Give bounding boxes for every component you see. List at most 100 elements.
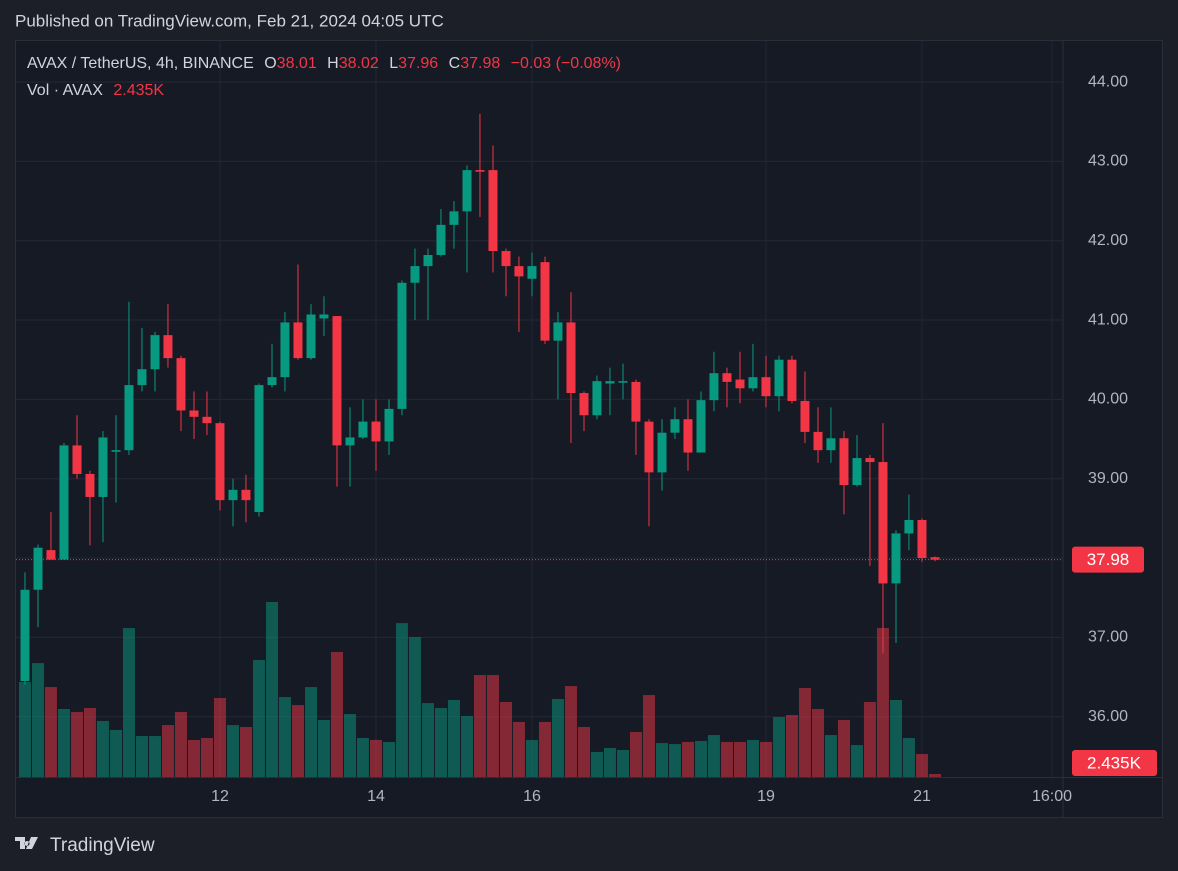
candle-body — [748, 377, 758, 389]
ohlc-prefix: L — [389, 55, 398, 72]
candle-body — [761, 377, 771, 397]
volume-bar — [785, 715, 798, 777]
volume-bar — [383, 741, 396, 777]
volume-bar — [174, 711, 187, 777]
candle-body — [98, 437, 108, 497]
candle-body — [384, 408, 394, 442]
candle-body — [345, 437, 355, 446]
candle-body — [423, 254, 433, 267]
volume-bar — [422, 703, 435, 777]
volume-bar — [395, 623, 408, 777]
candle-body — [878, 462, 888, 584]
volume-bar — [369, 739, 382, 777]
volume-bar — [707, 735, 720, 777]
candle-body — [566, 322, 576, 394]
volume-bar — [812, 708, 825, 777]
volume-bar — [578, 727, 591, 777]
candle-body — [267, 377, 277, 386]
volume-bar — [929, 773, 942, 777]
volume-bar — [213, 698, 226, 777]
volume-bar — [798, 688, 811, 777]
candle-body — [436, 224, 446, 255]
candle-body — [462, 170, 472, 212]
volume-bar — [824, 735, 837, 777]
candle-body — [514, 266, 524, 277]
candle-body — [813, 431, 823, 451]
candle-body — [410, 266, 420, 283]
volume-bar — [590, 751, 603, 777]
candle-body — [475, 170, 485, 172]
volume-bar — [44, 687, 57, 777]
candle-body — [163, 335, 173, 359]
volume-badge — [1072, 750, 1157, 776]
volume-bar — [851, 745, 864, 777]
volume-bar — [915, 754, 928, 777]
x-tick-label: 14 — [367, 788, 385, 805]
y-tick-label: 44.00 — [1088, 73, 1128, 90]
candle-body — [20, 589, 30, 682]
volume-bar — [863, 701, 876, 777]
volume-bar — [447, 699, 460, 777]
volume-bar — [539, 721, 552, 777]
candle-body — [33, 547, 43, 590]
candle-body — [137, 369, 147, 386]
candle-body — [332, 316, 342, 446]
x-tick-label: 21 — [913, 788, 931, 805]
candle-body — [917, 519, 927, 559]
volume-bar — [837, 719, 850, 777]
x-tick-label: 19 — [757, 788, 775, 805]
volume-bar — [434, 708, 447, 777]
candle-body — [930, 557, 940, 560]
symbol: AVAX / TetherUS, 4h, BINANCE — [27, 55, 254, 72]
volume-bar — [408, 637, 421, 777]
volume-bar — [486, 675, 499, 777]
volume-bar — [32, 663, 45, 777]
candle-body — [787, 359, 797, 401]
volume-bar — [18, 681, 31, 777]
volume-bar — [291, 705, 304, 777]
candle-body — [202, 416, 212, 424]
x-tick-label: 16:00 — [1032, 788, 1072, 805]
volume-bar — [188, 739, 201, 777]
candle-body — [527, 266, 537, 279]
candle-body — [696, 400, 706, 453]
candle-body — [826, 438, 836, 451]
y-tick-label: 39.00 — [1088, 470, 1128, 487]
volume-bar — [344, 714, 357, 777]
candle-body — [891, 533, 901, 584]
ohlc-prefix: O — [264, 55, 276, 72]
volume-bar — [278, 697, 291, 777]
volume-bar — [239, 727, 252, 777]
volume-bar — [96, 720, 109, 777]
candle-body — [293, 322, 303, 359]
volume-bar — [734, 741, 747, 777]
candle-body — [176, 358, 186, 411]
volume-bar — [135, 736, 148, 777]
volume-title: Vol · AVAX — [27, 82, 103, 99]
candle-body — [670, 419, 680, 433]
price-badge — [1072, 546, 1144, 573]
volume-bar — [266, 602, 279, 777]
candle-body — [254, 385, 264, 513]
candle-body — [371, 421, 381, 442]
volume-bar — [512, 721, 525, 777]
volume-value: 2.435K — [113, 82, 164, 99]
x-tick-label: 16 — [523, 788, 541, 805]
y-tick-label: 42.00 — [1088, 232, 1128, 249]
candle-body — [280, 322, 290, 378]
footer-logo: TradingView — [15, 835, 155, 856]
volume-bar — [525, 739, 538, 777]
legend-volume: Vol · AVAX 2.435K — [27, 82, 164, 99]
header: Published on TradingView.com, Feb 21, 20… — [15, 11, 444, 30]
candle-body — [189, 410, 199, 417]
candle-body — [904, 519, 914, 534]
volume-bar — [473, 675, 486, 777]
candle-body — [449, 211, 459, 225]
volume-bar — [902, 738, 915, 777]
volume-bar — [200, 738, 213, 777]
volume-bar — [695, 740, 708, 777]
candle-body — [501, 251, 511, 267]
volume-bar — [161, 725, 174, 777]
y-tick-label: 37.00 — [1088, 629, 1128, 646]
